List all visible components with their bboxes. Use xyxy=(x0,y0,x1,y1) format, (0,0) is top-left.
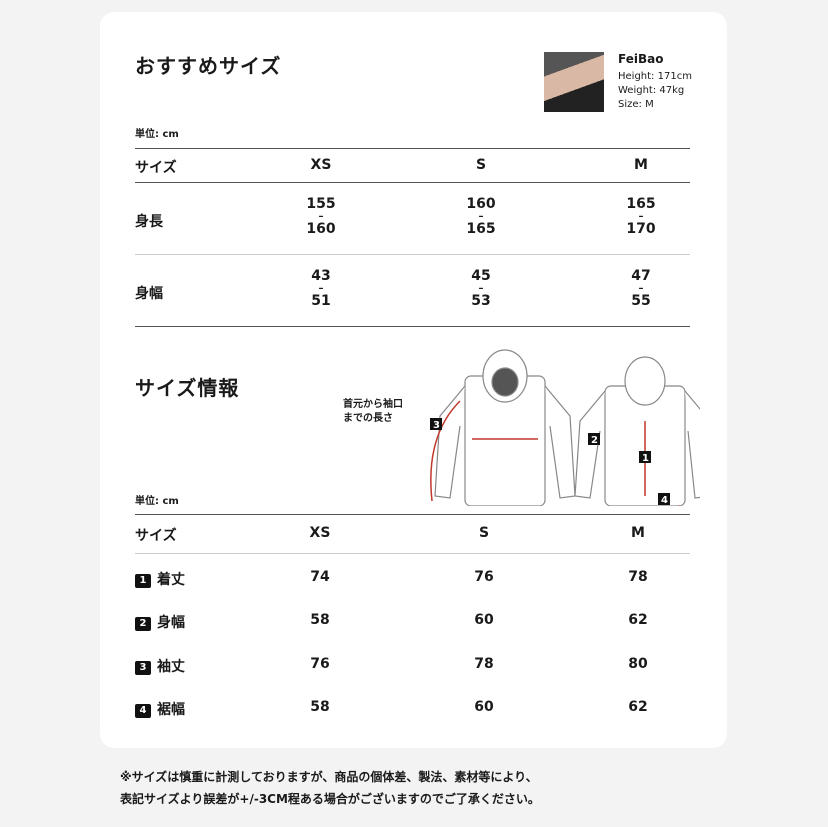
footnote: ※サイズは慎重に計測しておりますが、商品の個体差、製法、素材等により、 表記サイ… xyxy=(120,766,720,810)
dash: – xyxy=(478,283,484,294)
divider xyxy=(135,326,690,327)
diagram-note: 首元から袖口 までの長さ xyxy=(343,398,403,426)
range-max: 170 xyxy=(626,221,656,237)
range-min: 45 xyxy=(471,268,491,284)
dash: – xyxy=(638,283,644,294)
range-max: 55 xyxy=(631,293,651,309)
row-label-text: 裾幅 xyxy=(157,702,185,718)
value-cell: 62 xyxy=(628,612,648,628)
row-label-text: 着丈 xyxy=(157,572,185,588)
diagram-note-line: までの長さ xyxy=(343,413,393,424)
svg-text:2: 2 xyxy=(591,435,598,446)
row-label-text: 身幅 xyxy=(157,615,185,631)
range-cell: 165–170 xyxy=(601,197,681,237)
dash: – xyxy=(318,283,324,294)
recommended-title: おすすめサイズ xyxy=(135,54,282,78)
range-min: 165 xyxy=(626,196,656,212)
range-min: 160 xyxy=(466,196,496,212)
header-s: S xyxy=(475,157,487,173)
range-max: 165 xyxy=(466,221,496,237)
diagram-note-line: 首元から袖口 xyxy=(343,399,403,410)
footnote-line: ※サイズは慎重に計測しておりますが、商品の個体差、製法、素材等により、 xyxy=(120,770,538,784)
row-label-text: 袖丈 xyxy=(157,659,185,675)
range-cell: 43–51 xyxy=(281,269,361,309)
footnote-line: 表記サイズより誤差が+/-3CM程ある場合がございますのでご了承ください。 xyxy=(120,792,540,806)
row-label: 身幅 xyxy=(135,286,163,302)
header-xs: XS xyxy=(309,525,331,541)
range-cell: 155–160 xyxy=(281,197,361,237)
value-cell: 78 xyxy=(474,656,494,672)
divider xyxy=(135,148,690,149)
number-badge: 4 xyxy=(135,704,151,718)
dash: – xyxy=(638,211,644,222)
model-info: FeiBao Height: 171cm Weight: 47kg Size: … xyxy=(618,52,692,112)
value-cell: 58 xyxy=(310,612,330,628)
divider xyxy=(135,514,690,515)
divider xyxy=(135,182,690,183)
range-min: 155 xyxy=(306,196,336,212)
row-label: 2 身幅 xyxy=(135,612,185,632)
svg-text:4: 4 xyxy=(661,495,668,506)
model-size: Size: M xyxy=(618,99,654,110)
header-size: サイズ xyxy=(135,160,177,176)
unit-label: 単位: cm xyxy=(135,496,179,507)
unit-label: 単位: cm xyxy=(135,129,179,140)
value-cell: 80 xyxy=(628,656,648,672)
dash: – xyxy=(478,211,484,222)
range-max: 160 xyxy=(306,221,336,237)
range-min: 47 xyxy=(631,268,651,284)
info-title: サイズ情報 xyxy=(135,376,240,400)
model-name: FeiBao xyxy=(618,52,664,66)
value-cell: 74 xyxy=(310,569,330,585)
value-cell: 60 xyxy=(474,699,494,715)
range-min: 43 xyxy=(311,268,331,284)
svg-text:1: 1 xyxy=(642,453,649,464)
divider xyxy=(135,553,690,554)
value-cell: 60 xyxy=(474,612,494,628)
row-label: 1 着丈 xyxy=(135,569,185,589)
number-badge: 3 xyxy=(135,661,151,675)
header-m: M xyxy=(634,157,648,173)
range-max: 53 xyxy=(471,293,491,309)
jacket-diagram: 3 2 1 4 xyxy=(430,349,700,506)
divider xyxy=(135,254,690,255)
number-badge: 1 xyxy=(135,574,151,588)
dash: – xyxy=(318,211,324,222)
header-xs: XS xyxy=(310,157,332,173)
header-size: サイズ xyxy=(135,528,177,544)
value-cell: 58 xyxy=(310,699,330,715)
range-cell: 45–53 xyxy=(441,269,521,309)
model-height: Height: 171cm xyxy=(618,71,692,82)
model-photo xyxy=(544,52,604,112)
value-cell: 78 xyxy=(628,569,648,585)
svg-text:3: 3 xyxy=(433,420,440,431)
range-max: 51 xyxy=(311,293,331,309)
size-card: おすすめサイズ FeiBao Height: 171cm Weight: 47k… xyxy=(100,12,727,748)
row-label: 3 袖丈 xyxy=(135,656,185,676)
row-label: 身長 xyxy=(135,214,163,230)
number-badge: 2 xyxy=(135,617,151,631)
range-cell: 47–55 xyxy=(601,269,681,309)
model-weight: Weight: 47kg xyxy=(618,85,685,96)
header-m: M xyxy=(631,525,645,541)
header-s: S xyxy=(478,525,490,541)
row-label: 4 裾幅 xyxy=(135,699,185,719)
value-cell: 76 xyxy=(310,656,330,672)
range-cell: 160–165 xyxy=(441,197,521,237)
value-cell: 62 xyxy=(628,699,648,715)
value-cell: 76 xyxy=(474,569,494,585)
